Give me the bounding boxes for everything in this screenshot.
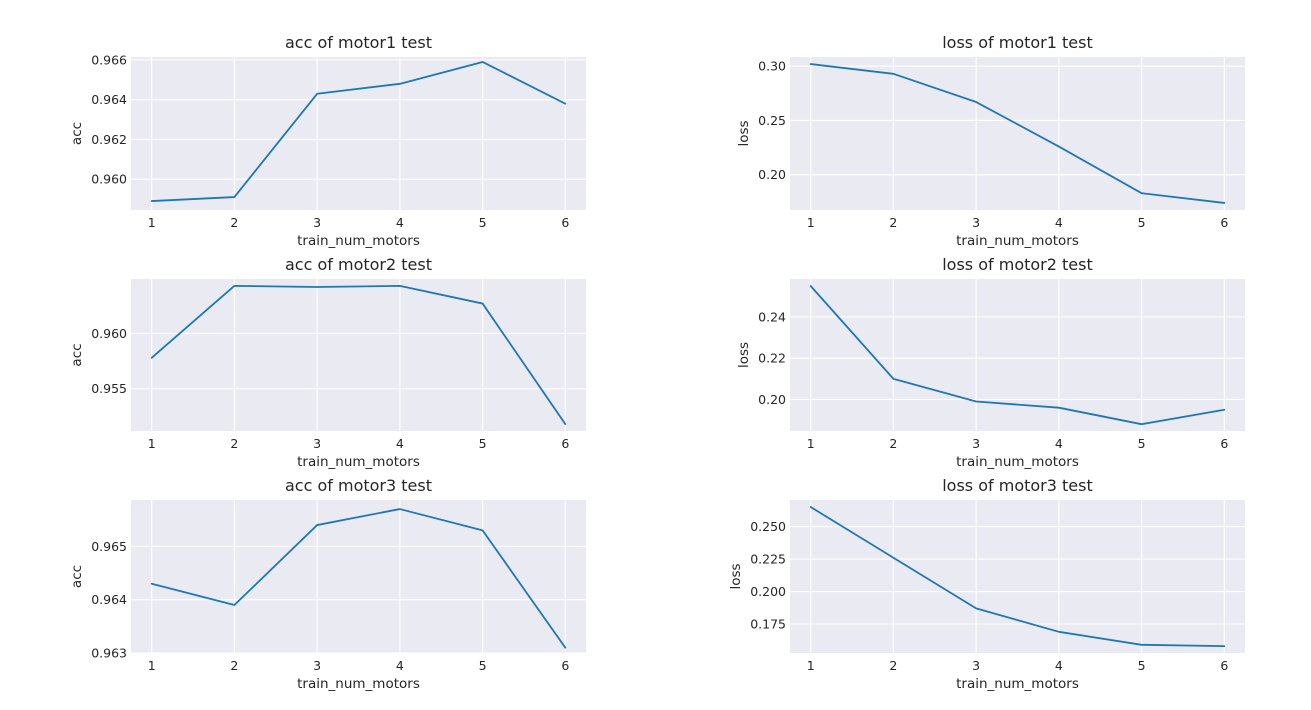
y-axis-label: loss	[736, 342, 752, 368]
series-line	[809, 506, 1226, 648]
series-line	[150, 61, 567, 202]
x-tick-label: 5	[479, 215, 487, 230]
chart-title: loss of motor1 test	[942, 33, 1093, 52]
y-tick-label: 0.955	[91, 381, 127, 396]
series-line	[150, 508, 567, 649]
y-tick-label: 0.30	[758, 59, 786, 74]
x-tick-label: 3	[313, 436, 321, 451]
series-line	[809, 63, 1226, 204]
series-line	[150, 284, 567, 426]
x-tick-label: 1	[148, 215, 156, 230]
y-tick-label: 0.963	[91, 646, 127, 661]
x-axis-label: train_num_motors	[297, 676, 420, 692]
y-tick-label: 0.175	[750, 617, 786, 632]
subplot-5: 1 2 3 4 5 6 0.963 0.964 0.965 acc of motor3 test t…	[69, 476, 586, 692]
subplot-2: 1 2 3 4 5 6 0.20 0.25 0.30 loss of motor1 test tra…	[736, 33, 1245, 249]
subplot-6: 1 2 3 4 5 6 0.175 0.200 0.225 0.250 loss of motor3…	[728, 476, 1245, 692]
x-tick-label: 4	[1055, 436, 1063, 451]
y-tick-label: 0.960	[91, 326, 127, 341]
x-tick-label: 5	[479, 436, 487, 451]
y-tick-label: 0.20	[758, 392, 786, 407]
x-tick-label: 1	[807, 436, 815, 451]
plot-background	[131, 57, 586, 210]
x-tick-label: 2	[230, 215, 238, 230]
y-tick-label: 0.964	[91, 92, 127, 107]
x-axis-label: train_num_motors	[956, 676, 1079, 692]
x-axis-label: train_num_motors	[297, 454, 420, 470]
x-tick-label: 6	[561, 215, 569, 230]
x-tick-label: 3	[313, 215, 321, 230]
subplot-4: 1 2 3 4 5 6 0.20 0.22 0.24 loss of motor2 test tra…	[736, 255, 1245, 470]
x-tick-label: 2	[889, 436, 897, 451]
plot-background	[131, 500, 586, 653]
y-tick-label: 0.200	[750, 584, 786, 599]
x-tick-label: 1	[807, 658, 815, 673]
plot-background	[790, 279, 1245, 431]
series-line	[809, 285, 1226, 426]
y-axis-label: acc	[69, 565, 85, 588]
y-tick-label: 0.20	[758, 167, 786, 182]
x-axis-label: train_num_motors	[956, 233, 1079, 249]
y-tick-label: 0.250	[750, 519, 786, 534]
y-tick-label: 0.962	[91, 132, 127, 147]
x-tick-label: 6	[1220, 436, 1228, 451]
x-tick-label: 2	[230, 436, 238, 451]
subplot-1: 1 2 3 4 5 6 0.960 0.962 0.964 0.966 acc of motor1 …	[69, 33, 586, 249]
x-tick-label: 4	[396, 215, 404, 230]
y-axis-label: loss	[736, 120, 752, 146]
x-tick-label: 1	[148, 658, 156, 673]
y-axis-label: acc	[69, 343, 85, 366]
y-tick-label: 0.960	[91, 172, 127, 187]
chart-title: loss of motor2 test	[942, 255, 1093, 274]
x-tick-label: 2	[889, 658, 897, 673]
x-tick-label: 6	[1220, 215, 1228, 230]
y-axis-label: acc	[69, 122, 85, 145]
y-tick-label: 0.25	[758, 113, 786, 128]
x-tick-label: 6	[561, 658, 569, 673]
x-tick-label: 3	[972, 215, 980, 230]
y-tick-label: 0.24	[758, 309, 786, 324]
x-tick-label: 2	[889, 215, 897, 230]
x-tick-label: 6	[561, 436, 569, 451]
x-tick-label: 6	[1220, 658, 1228, 673]
x-tick-label: 1	[807, 215, 815, 230]
plot-background	[790, 57, 1245, 210]
y-tick-label: 0.964	[91, 592, 127, 607]
chart-title: acc of motor1 test	[285, 33, 432, 52]
x-tick-label: 4	[396, 658, 404, 673]
x-tick-label: 5	[479, 658, 487, 673]
y-tick-label: 0.22	[758, 351, 786, 366]
x-axis-label: train_num_motors	[956, 454, 1079, 470]
x-tick-label: 4	[1055, 658, 1063, 673]
x-tick-label: 3	[972, 658, 980, 673]
x-axis-label: train_num_motors	[297, 233, 420, 249]
x-tick-label: 4	[396, 436, 404, 451]
plot-background	[131, 279, 586, 431]
chart-title: acc of motor2 test	[285, 255, 432, 274]
x-tick-label: 4	[1055, 215, 1063, 230]
x-tick-label: 3	[313, 658, 321, 673]
chart-title: acc of motor3 test	[285, 476, 432, 495]
y-tick-label: 0.966	[91, 52, 127, 67]
x-tick-label: 5	[1138, 658, 1146, 673]
x-tick-label: 5	[1138, 215, 1146, 230]
x-tick-label: 3	[972, 436, 980, 451]
x-tick-label: 1	[148, 436, 156, 451]
chart-title: loss of motor3 test	[942, 476, 1093, 495]
y-tick-label: 0.225	[750, 552, 786, 567]
y-axis-label: loss	[728, 563, 744, 589]
subplot-3: 1 2 3 4 5 6 0.955 0.960 acc of motor2 test train_…	[69, 255, 586, 470]
x-tick-label: 5	[1138, 436, 1146, 451]
y-tick-label: 0.965	[91, 539, 127, 554]
plot-background	[790, 500, 1245, 653]
x-tick-label: 2	[230, 658, 238, 673]
